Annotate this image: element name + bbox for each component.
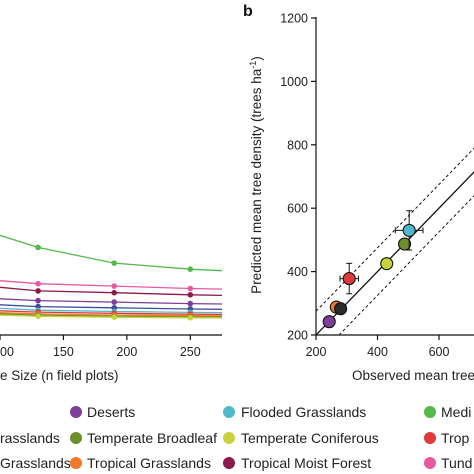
panel-b-marker — [402, 223, 416, 237]
panel-a-point — [35, 288, 41, 294]
panel-a-point — [35, 297, 41, 304]
panel-a-point — [111, 299, 117, 305]
panel-a-point — [35, 280, 41, 287]
panel-a-x-tick-label: 250 — [180, 345, 201, 359]
panel-b-y-label-sup: -1 — [248, 61, 258, 69]
panel-a-curve — [0, 280, 223, 292]
legend-item: Grasslands — [0, 455, 71, 471]
legend-item: Trop — [424, 430, 469, 446]
panel-b-y-label-end: ) — [249, 56, 264, 61]
panel-a-point — [187, 266, 194, 273]
legend-marker — [424, 406, 436, 418]
panel-a-point — [111, 283, 117, 289]
legend-item: Tropical Moist Forest — [223, 455, 371, 471]
legend-item: rasslands — [0, 430, 60, 446]
legend-label: Tropical Grasslands — [87, 455, 211, 471]
legend-label: Tund — [441, 455, 472, 471]
legend: Deserts Flooded Grasslands Medi rasslands Te… — [0, 404, 472, 471]
panel-a-curve — [0, 286, 223, 298]
panel-b-y-label: Predicted mean tree density (trees ha-1) — [248, 56, 264, 294]
legend-item: Medi — [424, 404, 471, 420]
legend-marker — [424, 457, 436, 469]
legend-label: Grasslands — [0, 455, 71, 471]
legend-label: Trop — [441, 430, 469, 446]
legend-marker — [424, 432, 436, 444]
legend-label: Temperate Coniferous — [241, 430, 379, 446]
panel-a-point — [111, 289, 117, 296]
panel-a-x-tick-label: 200 — [116, 345, 137, 359]
legend-item: Temperate Coniferous — [223, 430, 379, 446]
panel-a-point — [35, 313, 41, 320]
panel-b-y-tick-label: 1200 — [280, 12, 308, 26]
panel-a-x-label: e Size (n field plots) — [0, 368, 119, 383]
panel-a-curve — [0, 313, 223, 321]
legend-label: Tropical Moist Forest — [241, 455, 371, 471]
legend-marker — [70, 432, 82, 444]
panel-a-curve — [0, 234, 223, 273]
legend-marker — [70, 406, 82, 418]
legend-marker — [223, 406, 235, 418]
panel-a-point — [187, 300, 194, 307]
panel-b-y-tick-label: 1000 — [280, 75, 308, 89]
legend-item: Tund — [424, 455, 472, 471]
legend-marker — [223, 457, 235, 469]
panel-b-interval-line — [316, 147, 474, 312]
panel-b-marker — [398, 237, 412, 251]
panel-b-marker — [334, 302, 348, 316]
panel-a-curve — [0, 297, 223, 307]
panel-b-x-tick-label: 200 — [306, 345, 327, 359]
legend-label: rasslands — [0, 430, 60, 446]
panel-b-y-tick-label: 200 — [287, 329, 308, 343]
panel-b-letter: b — [243, 3, 253, 20]
panel-a-curve-line — [0, 234, 223, 272]
legend-item: Temperate Broadleaf — [70, 430, 217, 446]
panel-b-y-tick-label: 600 — [287, 202, 308, 216]
panel-b: b 200 400 600 800 1000 1200 200 400 600 Observed m… — [243, 3, 474, 383]
panel-b-marker — [380, 257, 394, 271]
legend-marker — [223, 432, 235, 444]
panel-b-interval-line — [338, 195, 474, 335]
panel-a: 00 150 200 250 e Size (n field plots) — [0, 234, 223, 383]
panel-a-point — [187, 315, 194, 321]
panel-b-x-tick-label: 400 — [367, 345, 388, 359]
panel-a-point — [111, 260, 117, 266]
panel-b-point — [380, 257, 394, 271]
panel-b-y-tick-label: 400 — [287, 265, 308, 279]
panel-b-reference-lines — [316, 147, 474, 335]
panel-a-point — [35, 244, 41, 251]
panel-b-point — [398, 237, 412, 251]
panel-b-point — [394, 210, 424, 251]
panel-a-point — [187, 285, 194, 292]
legend-label: Temperate Broadleaf — [87, 430, 217, 446]
panel-a-x-tick-label: 00 — [0, 345, 14, 359]
panel-b-marker — [322, 315, 336, 329]
panel-a-point — [111, 314, 117, 321]
panel-b-point — [322, 315, 336, 329]
panel-a-point — [187, 292, 194, 298]
legend-label: Flooded Grasslands — [241, 404, 366, 420]
panel-b-point — [334, 302, 348, 316]
legend-item: Tropical Grasslands — [70, 455, 211, 471]
legend-marker — [70, 457, 82, 469]
panel-b-x-tick-label: 600 — [429, 345, 450, 359]
panel-b-marker — [342, 272, 356, 286]
panel-b-y-tick-label: 800 — [287, 138, 308, 152]
panel-b-point — [339, 262, 359, 295]
panel-b-y-label-main: Predicted mean tree density (trees ha — [249, 68, 264, 294]
legend-item: Deserts — [70, 404, 135, 420]
panel-b-x-label: Observed mean tree — [352, 368, 474, 383]
panel-a-x-tick-label: 150 — [53, 345, 74, 359]
legend-item: Flooded Grasslands — [223, 404, 366, 420]
legend-label: Deserts — [87, 404, 135, 420]
legend-label: Medi — [441, 404, 471, 420]
